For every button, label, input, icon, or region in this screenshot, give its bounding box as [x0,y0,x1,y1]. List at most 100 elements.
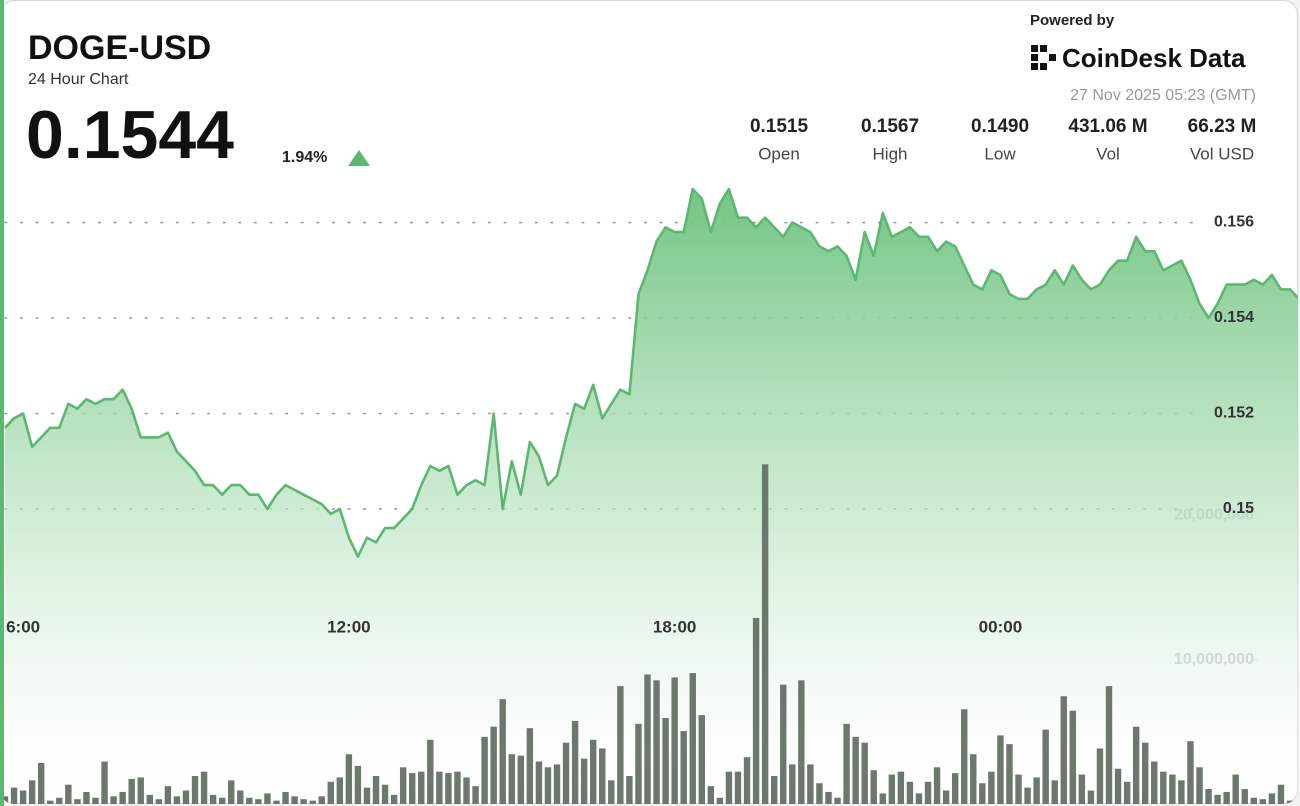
volume-bar [942,790,950,804]
volume-bar [843,723,850,804]
volume-bar [490,726,497,804]
volume-bar [1241,789,1248,804]
volume-bar [19,790,27,804]
volume-bar [255,799,262,804]
volume-bar [535,761,543,804]
volume-bar [680,731,687,804]
volume-bar [246,797,253,804]
stat-label: Vol [1096,144,1120,163]
volume-bar [1142,742,1149,804]
volume-bar [128,778,135,804]
stat-label: Open [758,144,800,163]
volume-bar [146,794,153,804]
volume-bar [933,767,941,804]
volume-bar [599,748,606,804]
volume-bar [228,780,235,804]
accent-bar [0,0,4,806]
volume-bar [562,742,570,804]
volume-bar [653,680,660,804]
volume-bar [1,796,9,804]
volume-bar [590,739,597,804]
volume-bar [924,781,932,804]
volume-bar [1286,800,1294,804]
volume-bar [951,773,959,804]
volume-bar [1259,799,1267,804]
brand-logo [1031,45,1056,70]
volume-bar [770,776,778,804]
volume-bar [870,770,877,804]
volume-bar [1132,726,1140,804]
powered-by: Powered by [1030,12,1115,29]
volume-bar [354,765,362,804]
volume-bar [119,791,126,804]
volume-bar [291,796,298,804]
volume-bar [852,736,859,804]
volume-bar [191,776,199,804]
volume-bar [789,764,796,804]
volume-bar [517,755,525,804]
stat-value: 0.1515 [750,116,809,137]
volume-bar [671,677,678,804]
price-line [4,187,1298,558]
volume-bar [372,776,380,804]
volume-bar [961,709,968,804]
volume-bar [336,777,344,804]
volume-bar [608,780,615,804]
volume-bar [345,754,353,804]
volume-bar [1087,790,1095,804]
volume-bar [200,771,208,804]
volume-bar [1196,767,1203,804]
volume-bar [409,773,416,804]
volume-bar [617,686,624,804]
y-tick-label: 0.15 [1223,500,1254,517]
volume-bar [1060,696,1067,804]
volume-bar [137,777,144,804]
volume-bar [399,767,407,804]
volume-bar [1160,771,1167,804]
volume-bar [780,684,787,804]
volume-bar [47,800,54,804]
volume-bar [1024,787,1031,804]
volume-bar [1096,748,1104,804]
volume-bar [906,781,914,804]
volume-bar [164,786,172,804]
volume-bar [390,794,398,804]
subtitle: 24 Hour Chart [28,71,129,88]
volume-bar [1123,781,1131,804]
volume-bar [273,800,280,804]
x-tick-label: 12:00 [327,617,370,636]
volume-bar [707,786,715,804]
x-tick-label: 00:00 [979,617,1022,636]
volume-bar [309,800,316,804]
volume-bar [237,790,244,804]
volume-bar [436,771,443,804]
volume-bar [182,790,190,804]
volume-bar [1250,797,1258,804]
brand: CoinDesk Data [1062,43,1246,73]
volume-bar [65,784,72,804]
change: 1.94% [282,149,327,166]
volume-bar [761,464,769,804]
volume-bar [1169,774,1176,804]
volume-bar [10,787,18,804]
volume-bar [970,754,977,804]
volume-bar [1223,791,1230,804]
volume-bar [83,791,90,804]
volume-bar [101,761,108,804]
x-tick-label: 6:00 [6,617,40,636]
y-tick-label: 0.152 [1214,405,1254,422]
volume-bar [74,799,81,804]
volume-bar [888,774,896,804]
volume-bar [734,771,742,804]
volume-bar [1268,793,1276,804]
volume-bar [834,797,841,804]
volume-bar [662,718,669,804]
volume-bar [463,777,470,804]
stat-label: Low [984,144,1016,163]
x-tick-label: 18:00 [653,617,696,636]
volume-bar [1232,774,1239,804]
price-area [5,189,1298,804]
volume-bar [798,680,805,804]
